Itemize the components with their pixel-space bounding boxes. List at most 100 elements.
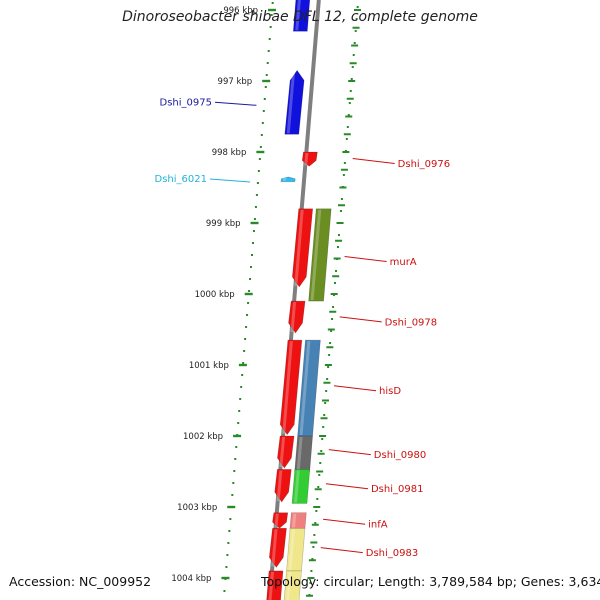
- kbp-tick-label: 1002 kbp: [183, 432, 223, 442]
- ruler-dot: [257, 170, 260, 172]
- ruler-dot: [244, 338, 247, 340]
- label-leader: [339, 316, 382, 323]
- gene-feature[interactable]: [284, 69, 305, 135]
- ruler-dot: [348, 102, 351, 104]
- ruler-dot: [270, 14, 273, 16]
- gene-label[interactable]: Dshi_0976: [398, 159, 450, 170]
- gene-feature-shine: [276, 470, 283, 501]
- right-tick: [354, 9, 361, 11]
- right-tick: [332, 275, 340, 278]
- gene-feature[interactable]: [274, 469, 292, 503]
- gene-label[interactable]: infA: [368, 520, 388, 531]
- map-title: Dinoroseobacter shibae DFL 12, complete …: [122, 9, 478, 25]
- ruler-dot: [265, 74, 268, 76]
- gene-feature[interactable]: [280, 176, 296, 183]
- ruler-dot: [228, 530, 231, 532]
- label-leader: [344, 256, 387, 262]
- right-tick: [329, 310, 337, 313]
- gene-feature-shine: [296, 437, 303, 471]
- right-tick: [345, 115, 353, 118]
- kbp-tick-label: 997 kbp: [218, 77, 253, 87]
- right-tick: [320, 417, 328, 420]
- ruler-dot: [342, 174, 345, 176]
- gene-feature[interactable]: [294, 435, 313, 472]
- gene-label[interactable]: Dshi_0975: [160, 97, 212, 108]
- gene-feature[interactable]: [291, 208, 314, 288]
- gene-feature-shine: [304, 153, 309, 166]
- gene-feature[interactable]: [277, 435, 295, 469]
- ruler-dot: [310, 570, 313, 572]
- ruler-dot: [225, 566, 228, 568]
- right-tick: [313, 506, 321, 508]
- ruler-dot: [223, 590, 226, 592]
- ruler-dot: [340, 198, 343, 200]
- gene-feature[interactable]: [308, 208, 332, 302]
- ruler-dot: [232, 482, 235, 484]
- gene-label[interactable]: Dshi_0981: [371, 484, 423, 495]
- ruler-dot: [253, 218, 256, 220]
- right-tick: [343, 133, 351, 136]
- gene-feature[interactable]: [292, 0, 311, 32]
- ruler-dot: [313, 534, 316, 536]
- ruler-dot: [268, 38, 271, 40]
- ruler-dot: [261, 122, 264, 124]
- ruler-dot: [331, 318, 334, 320]
- gene-feature[interactable]: [291, 469, 311, 504]
- gene-feature[interactable]: [279, 339, 303, 436]
- gene-feature-shine: [290, 302, 297, 332]
- kbp-tick: [227, 505, 236, 509]
- gene-feature[interactable]: [266, 570, 284, 600]
- gene-feature-shine: [274, 513, 279, 528]
- ruler-dot: [266, 62, 269, 64]
- genome-summary: Topology: circular; Length: 3,789,584 bp…: [261, 574, 600, 589]
- ruler-dot: [337, 234, 340, 236]
- right-tick: [340, 168, 348, 171]
- gene-label[interactable]: hisD: [379, 386, 401, 397]
- ruler-dot: [237, 422, 240, 424]
- kbp-tick: [262, 79, 271, 83]
- gene-feature[interactable]: [272, 512, 289, 529]
- kbp-tick-label: 1003 kbp: [177, 503, 217, 513]
- label-leader: [333, 385, 377, 392]
- ruler-dot: [258, 158, 261, 160]
- right-tick: [335, 239, 343, 242]
- ruler-dots: [223, 2, 361, 597]
- right-tick: [314, 488, 322, 491]
- ruler-dot: [238, 410, 241, 412]
- ruler-dot: [269, 26, 272, 28]
- gene-label[interactable]: Dshi_6021: [155, 174, 207, 185]
- ruler-dot: [349, 90, 352, 92]
- right-tick: [336, 222, 344, 224]
- gene-feature-shine: [282, 341, 293, 434]
- gene-feature-shine: [282, 177, 287, 181]
- ruler-dot: [314, 522, 317, 524]
- gene-feature[interactable]: [268, 527, 287, 568]
- gene-feature[interactable]: [288, 300, 306, 334]
- ruler-dot: [226, 554, 229, 556]
- right-tick: [326, 346, 334, 349]
- gene-label[interactable]: Dshi_0980: [374, 450, 426, 461]
- label-leader: [352, 158, 395, 165]
- ruler-dot: [329, 342, 332, 344]
- gene-label[interactable]: murA: [390, 257, 417, 268]
- kbp-tick: [221, 576, 230, 580]
- ruler-dot: [325, 390, 328, 392]
- ruler-dot: [246, 314, 249, 316]
- ruler-dot: [249, 278, 252, 280]
- right-tick: [330, 293, 338, 295]
- gene-feature[interactable]: [301, 151, 318, 167]
- gene-feature-shine: [268, 571, 274, 600]
- gene-feature-shine: [271, 529, 278, 567]
- right-tick: [316, 470, 324, 473]
- gene-label[interactable]: Dshi_0978: [385, 317, 437, 328]
- ruler-dot: [328, 354, 331, 356]
- right-tick: [317, 452, 325, 455]
- ruler-dot: [347, 114, 350, 116]
- gene-label[interactable]: Dshi_0983: [366, 548, 418, 559]
- ruler-dot: [318, 474, 321, 476]
- kbp-tick-label: 1004 kbp: [171, 574, 211, 584]
- label-leader: [323, 518, 366, 525]
- gene-feature[interactable]: [283, 570, 302, 600]
- ruler-dot: [332, 306, 335, 308]
